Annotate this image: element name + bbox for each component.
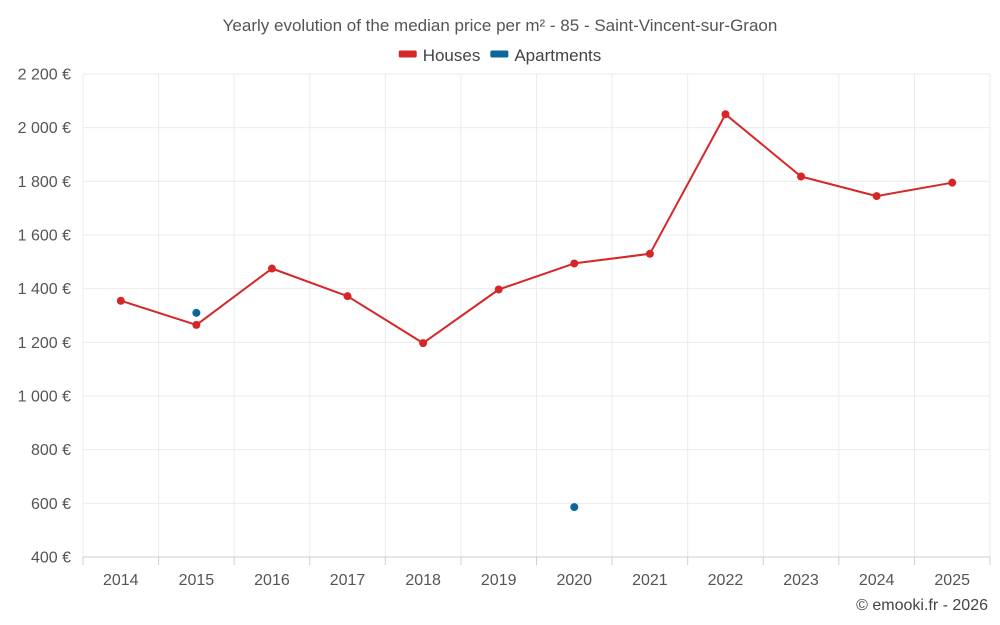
y-tick-label: 1 600 € xyxy=(18,228,71,245)
series-line-houses xyxy=(120,113,953,345)
y-tick-label: 2 000 € xyxy=(18,120,71,137)
data-point-houses[interactable] xyxy=(570,259,579,268)
legend-label: Houses xyxy=(423,46,481,65)
x-tick-label: 2017 xyxy=(330,572,366,589)
x-tick-label: 2019 xyxy=(481,572,517,589)
x-tick-label: 2015 xyxy=(179,572,215,589)
data-point-apartments[interactable] xyxy=(570,503,579,512)
x-tick-label: 2021 xyxy=(632,572,668,589)
series-houses xyxy=(116,110,957,348)
y-tick-label: 2 200 € xyxy=(18,67,71,84)
data-point-houses[interactable] xyxy=(343,292,352,301)
y-tick-label: 1 200 € xyxy=(18,335,71,352)
data-point-houses[interactable] xyxy=(645,249,654,258)
chart-title: Yearly evolution of the median price per… xyxy=(223,16,778,35)
x-tick-label: 2024 xyxy=(859,572,895,589)
data-point-houses[interactable] xyxy=(267,264,276,273)
data-point-houses[interactable] xyxy=(797,172,806,181)
data-point-houses[interactable] xyxy=(948,178,957,187)
x-tick-label: 2022 xyxy=(708,572,744,589)
x-tick-label: 2023 xyxy=(783,572,819,589)
y-tick-label: 1 800 € xyxy=(18,174,71,191)
legend-swatch xyxy=(490,50,509,58)
data-point-houses[interactable] xyxy=(872,192,881,201)
data-point-apartments[interactable] xyxy=(192,308,201,317)
y-tick-label: 600 € xyxy=(31,496,71,513)
y-tick-label: 400 € xyxy=(31,550,71,567)
grid xyxy=(82,73,991,557)
y-tick-label: 800 € xyxy=(31,442,71,459)
x-tick-label: 2018 xyxy=(405,572,441,589)
y-tick-label: 1 400 € xyxy=(18,281,71,298)
data-point-houses[interactable] xyxy=(192,320,201,329)
credit-text: © emooki.fr - 2026 xyxy=(856,597,988,614)
y-tick-label: 1 000 € xyxy=(18,389,71,406)
legend-item-apartments[interactable]: Apartments xyxy=(490,46,601,65)
data-point-houses[interactable] xyxy=(419,339,428,348)
legend-swatch xyxy=(398,50,417,58)
x-tick-label: 2016 xyxy=(254,572,290,589)
series-layer xyxy=(116,110,957,512)
x-tick-label: 2020 xyxy=(556,572,592,589)
legend-label: Apartments xyxy=(514,46,601,65)
series-apartments xyxy=(192,308,579,512)
legend[interactable]: Houses Apartments xyxy=(398,46,602,65)
x-tick-label: 2025 xyxy=(934,572,970,589)
axes: 400 € 600 € 800 € 1 000 € 1 200 € 1 400 € 1 60… xyxy=(18,67,991,589)
data-point-houses[interactable] xyxy=(494,285,503,294)
data-point-houses[interactable] xyxy=(116,296,125,305)
x-tick-label: 2014 xyxy=(103,572,139,589)
legend-item-houses[interactable]: Houses xyxy=(398,46,481,65)
data-point-houses[interactable] xyxy=(721,110,730,119)
